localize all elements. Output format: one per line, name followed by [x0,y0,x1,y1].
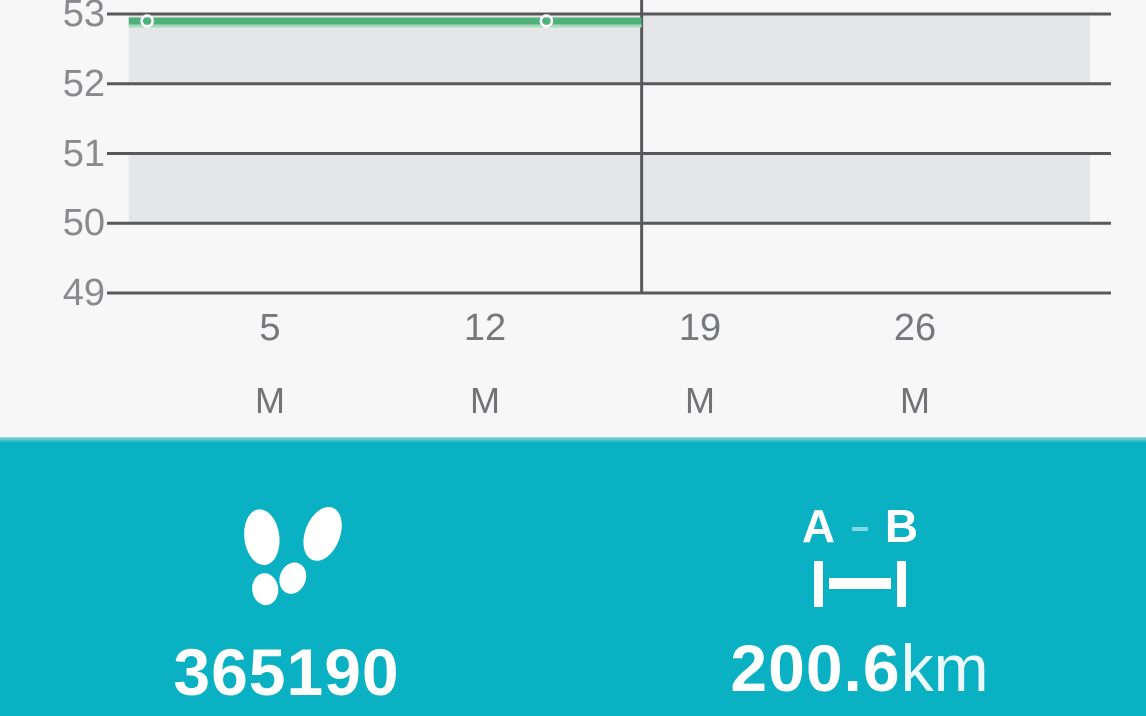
x-sub-label: M [685,380,715,421]
ruler-right-cap [896,561,906,607]
x-tick-label: 5 [259,307,281,349]
x-tick-label: 12 [463,307,507,349]
y-tick-label: 50 [62,202,105,245]
x-sub-label: M [900,380,930,421]
data-point-marker [539,14,554,28]
y-tick-label: 51 [62,132,105,175]
weight-chart[interactable]: 53 52 51 50 49 5 M 12 M 19 M 26 M [0,0,1146,437]
steps-stat[interactable]: 365190 [0,437,573,716]
distance-a-b-icon: A B [802,503,918,607]
distance-label-b: B [884,500,919,552]
ruler-bar [828,578,891,589]
distance-number: 200.6 [730,631,901,705]
distance-unit: km [900,631,989,705]
x-tick-label: 19 [678,307,722,349]
y-tick-label: 53 [62,0,105,35]
stats-panel: 365190 A B 200.6km [0,437,1146,716]
x-tick-label: 26 [893,307,937,349]
data-point-marker [140,14,154,28]
x-sub-label: M [255,380,285,421]
footprints-icon [243,507,342,606]
distance-value: 200.6km [730,635,988,701]
ruler-left-cap [813,561,823,607]
distance-stat[interactable]: A B 200.6km [573,437,1146,716]
chart-canvas [107,0,1111,295]
shaded-band [128,153,1091,224]
distance-label-a: A [801,500,836,552]
distance-dash [851,527,868,531]
y-tick-label: 49 [62,272,105,314]
steps-value: 365190 [173,635,400,709]
y-tick-label: 52 [62,62,105,105]
x-sub-label: M [470,380,500,421]
